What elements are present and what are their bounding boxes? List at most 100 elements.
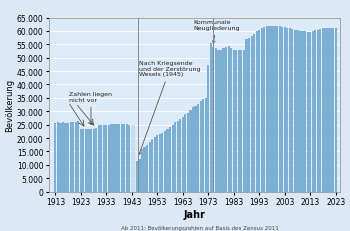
Y-axis label: Bevölkerung: Bevölkerung <box>5 79 14 131</box>
Bar <box>95 129 97 192</box>
Bar <box>120 124 123 192</box>
Bar <box>276 27 278 192</box>
Bar <box>189 110 191 192</box>
Bar <box>82 130 84 192</box>
Bar <box>307 33 309 192</box>
Bar <box>240 50 243 192</box>
Bar <box>202 100 204 192</box>
Bar <box>62 123 64 192</box>
Bar <box>251 37 253 192</box>
Bar <box>90 129 92 192</box>
Bar <box>138 160 141 192</box>
Bar <box>266 27 268 192</box>
Bar <box>271 27 273 192</box>
Bar <box>184 115 187 192</box>
Bar <box>98 126 100 192</box>
Bar <box>161 133 163 192</box>
Bar <box>136 161 138 192</box>
Bar <box>141 150 143 192</box>
Bar <box>195 106 197 192</box>
Bar <box>148 143 151 192</box>
Bar <box>70 123 72 192</box>
Bar <box>151 140 153 192</box>
Bar <box>299 32 301 192</box>
Bar <box>238 51 240 192</box>
Bar <box>197 104 199 192</box>
Text: Nach Kriegsende
und der Zerstörung
Wesels (1945): Nach Kriegsende und der Zerstörung Wesel… <box>139 61 201 155</box>
Bar <box>261 29 263 192</box>
Bar <box>67 124 69 192</box>
Bar <box>319 30 321 192</box>
Bar <box>243 50 245 192</box>
Bar <box>279 27 281 192</box>
Bar <box>296 31 299 192</box>
Bar <box>118 124 120 192</box>
Bar <box>273 27 275 192</box>
Bar <box>304 32 306 192</box>
Bar <box>128 125 130 192</box>
Bar <box>268 27 271 192</box>
Bar <box>327 29 329 192</box>
Bar <box>166 129 169 192</box>
Bar <box>159 134 161 192</box>
Bar <box>335 28 337 192</box>
Bar <box>212 48 215 192</box>
Bar <box>100 125 102 192</box>
Bar <box>256 32 258 192</box>
Bar <box>164 131 166 192</box>
Bar <box>123 124 125 192</box>
Bar <box>332 29 334 192</box>
Bar <box>235 50 237 192</box>
Bar <box>309 33 311 192</box>
Bar <box>133 125 135 192</box>
Bar <box>199 102 202 192</box>
Bar <box>263 28 265 192</box>
Bar <box>322 29 324 192</box>
Bar <box>248 39 250 192</box>
Bar <box>177 121 179 192</box>
Bar <box>144 148 146 192</box>
Bar <box>289 29 291 192</box>
Bar <box>105 125 107 192</box>
Bar <box>113 125 115 192</box>
Bar <box>182 117 184 192</box>
Bar <box>230 48 232 192</box>
Bar <box>245 40 247 192</box>
X-axis label: Jahr: Jahr <box>183 209 205 219</box>
Bar <box>286 29 288 192</box>
Bar <box>174 123 176 192</box>
Bar <box>116 125 118 192</box>
Bar <box>312 32 314 192</box>
Bar <box>75 122 77 192</box>
Bar <box>60 123 62 192</box>
Bar <box>291 30 293 192</box>
Bar <box>233 50 235 192</box>
Bar <box>172 125 174 192</box>
Bar <box>223 49 225 192</box>
Bar <box>228 47 230 192</box>
Bar <box>92 129 95 192</box>
Bar <box>314 31 316 192</box>
Bar <box>207 66 209 192</box>
Bar <box>215 49 217 192</box>
Bar <box>77 122 79 192</box>
Bar <box>179 119 181 192</box>
Bar <box>154 137 156 192</box>
Bar <box>225 48 227 192</box>
Bar <box>85 129 87 192</box>
Bar <box>205 98 207 192</box>
Bar <box>187 113 189 192</box>
Bar <box>156 136 159 192</box>
Bar <box>301 32 304 192</box>
Bar <box>324 29 327 192</box>
Bar <box>54 123 56 192</box>
Text: Kommunale
Neugliederung: Kommunale Neugliederung <box>193 20 239 44</box>
Text: Zahlen liegen
nicht vor: Zahlen liegen nicht vor <box>69 92 112 125</box>
Bar <box>329 29 332 192</box>
Bar <box>108 125 110 192</box>
Bar <box>57 123 59 192</box>
Bar <box>146 145 148 192</box>
Bar <box>253 34 255 192</box>
Bar <box>284 28 286 192</box>
Bar <box>210 44 212 192</box>
